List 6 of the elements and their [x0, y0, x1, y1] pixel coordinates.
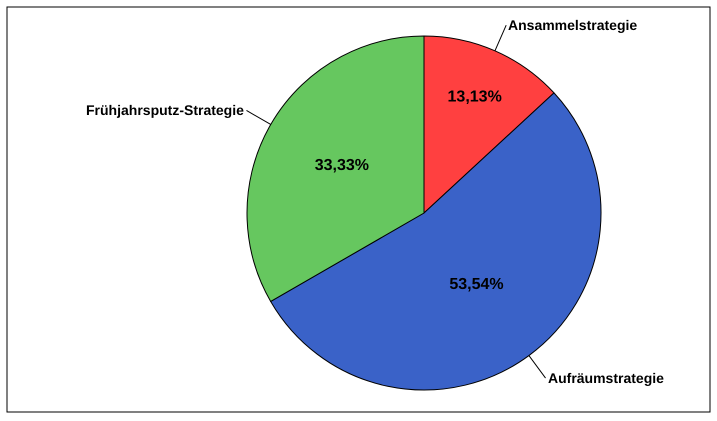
slice-label: Aufräumstrategie [548, 370, 664, 386]
data-label: 33,33% [314, 157, 369, 174]
data-label: 53,54% [449, 276, 504, 293]
data-label: 13,13% [448, 88, 502, 106]
slice-label: Ansammelstrategie [508, 17, 638, 33]
slice-label: Frühjahrsputz-Strategie [86, 102, 244, 118]
